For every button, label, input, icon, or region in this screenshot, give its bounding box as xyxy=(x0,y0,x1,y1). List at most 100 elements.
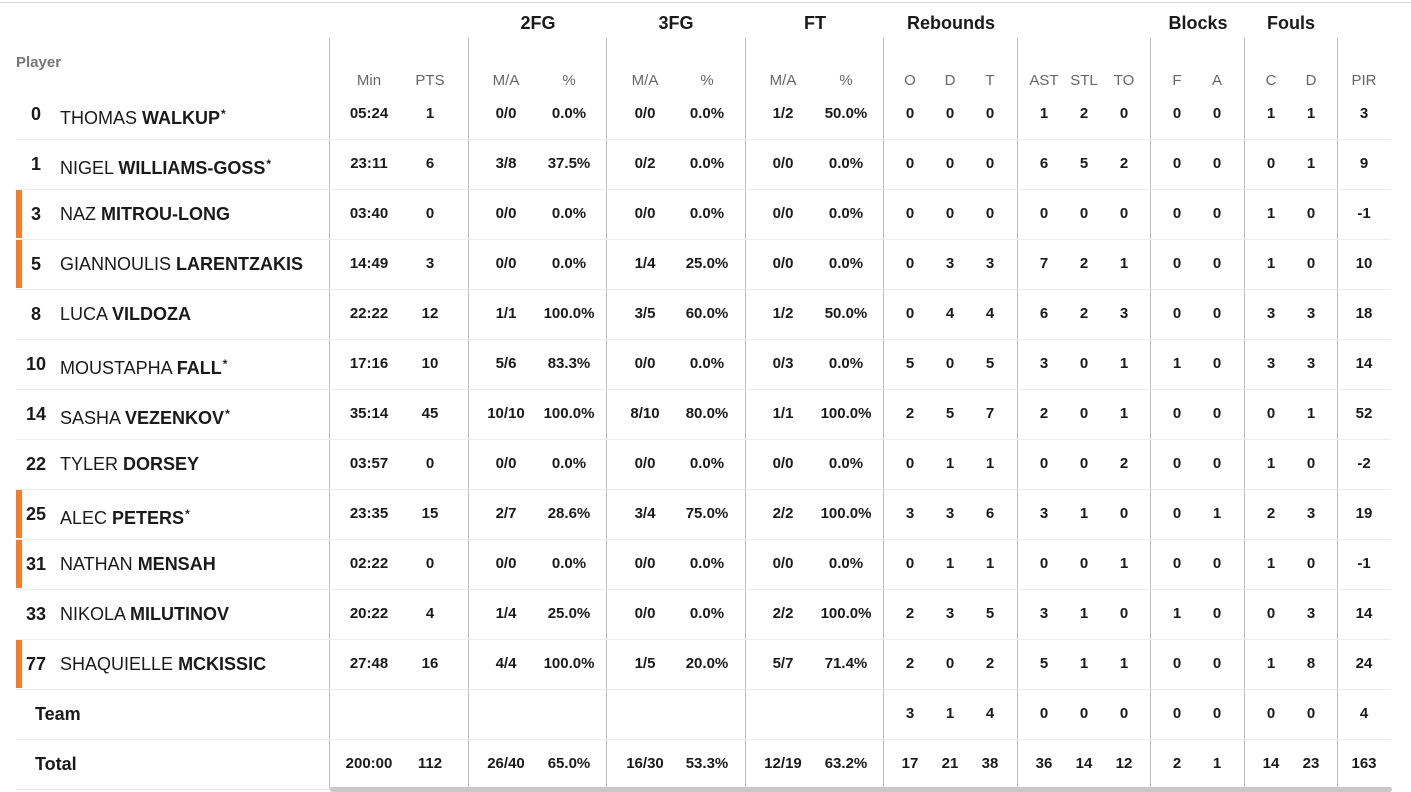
stat-ft-pct: 0.0% xyxy=(828,455,864,472)
stat-c: 14 xyxy=(1262,755,1280,772)
column-divider xyxy=(329,38,330,790)
stat-ast: 3 xyxy=(1039,355,1049,372)
stat-c: 0 xyxy=(1266,155,1276,172)
stat-c: 3 xyxy=(1266,305,1276,322)
stat-fg3-pct: 80.0% xyxy=(685,405,729,422)
stat-stl: 1 xyxy=(1079,655,1089,672)
stat-min: 20:22 xyxy=(349,605,389,622)
stat-fg3-ma: 0/0 xyxy=(634,605,656,622)
stat-fg2-pct: 0.0% xyxy=(551,105,587,122)
stat-min: 03:40 xyxy=(349,205,389,222)
stat-o: 2 xyxy=(905,655,915,672)
column-divider xyxy=(1017,38,1018,790)
player-number: 31 xyxy=(25,554,47,574)
stat-ft-pct: 100.0% xyxy=(820,405,872,422)
team-row: Team 3 1 4 0 0 0 0 0 0 0 4 xyxy=(16,689,1391,740)
stat-pts: 0 xyxy=(425,555,435,572)
stat-min: 22:22 xyxy=(349,305,389,322)
player-first-name: TYLER xyxy=(60,454,119,474)
player-number: 5 xyxy=(30,254,41,274)
player-last-name: WALKUP xyxy=(142,108,221,128)
stat-c: 1 xyxy=(1266,655,1276,672)
stat-t: 7 xyxy=(985,405,995,422)
stat-fd: 0 xyxy=(1306,205,1316,222)
player-name-link[interactable]: SHAQUIELLE MCKISSIC xyxy=(60,639,266,689)
stat-stl: 0 xyxy=(1079,455,1089,472)
player-name-link[interactable]: THOMAS WALKUP* xyxy=(60,89,226,139)
stat-to: 0 xyxy=(1119,105,1129,122)
stat-fg2-ma: 26/40 xyxy=(487,755,525,772)
table-row[interactable]: 77 SHAQUIELLE MCKISSIC 27:48 16 4/4 100.0% 1/5… xyxy=(16,639,1391,690)
group-header-blocks: Blocks xyxy=(1168,13,1228,33)
horizontal-scrollbar[interactable] xyxy=(330,787,1392,792)
player-name-link[interactable]: NAZ MITROU-LONG xyxy=(60,189,230,239)
column-header-c: C xyxy=(1265,72,1277,89)
table-row[interactable]: 10 MOUSTAPHA FALL* 17:16 10 5/6 83.3% 0/0 0.0% 0… xyxy=(16,339,1391,390)
player-last-name: MILUTINOV xyxy=(130,604,230,624)
stat-a: 0 xyxy=(1212,555,1222,572)
stat-ast: 6 xyxy=(1039,155,1049,172)
stat-a: 0 xyxy=(1212,455,1222,472)
table-row[interactable]: 8 LUCA VILDOZA 22:22 12 1/1 100.0% 3/5 60.0% 1/2… xyxy=(16,289,1391,340)
stat-fg2-ma: 0/0 xyxy=(495,555,517,572)
stat-ft-ma: 0/0 xyxy=(772,255,794,272)
column-header-fd: D xyxy=(1305,72,1317,89)
stat-pts: 15 xyxy=(421,505,439,522)
stat-stl: 0 xyxy=(1079,555,1089,572)
table-row[interactable]: 5 GIANNOULIS LARENTZAKIS 14:49 3 0/0 0.0% 1/4 2… xyxy=(16,239,1391,290)
stat-c: 0 xyxy=(1266,405,1276,422)
stat-ast: 3 xyxy=(1039,605,1049,622)
player-first-name: THOMAS xyxy=(60,108,138,128)
table-row[interactable]: 0 THOMAS WALKUP* 05:24 1 0/0 0.0% 0/0 0.0% 1/2 50… xyxy=(16,89,1391,140)
column-header-ft-pct: % xyxy=(839,72,853,89)
player-last-name: MENSAH xyxy=(137,554,216,574)
player-name-link[interactable]: GIANNOULIS LARENTZAKIS xyxy=(60,239,303,289)
stat-fg3-ma: 0/2 xyxy=(634,155,656,172)
table-row[interactable]: 3 NAZ MITROU-LONG 03:40 0 0/0 0.0% 0/0 0.0% 0/0 0… xyxy=(16,189,1391,240)
stat-ast: 0 xyxy=(1039,455,1049,472)
stat-ft-ma: 1/2 xyxy=(772,105,794,122)
stat-o: 3 xyxy=(905,705,915,722)
stat-fg2-pct: 100.0% xyxy=(543,405,595,422)
player-name-link[interactable]: NATHAN MENSAH xyxy=(60,539,216,589)
player-first-name: LUCA xyxy=(60,304,108,324)
player-name-link[interactable]: MOUSTAPHA FALL* xyxy=(60,339,227,389)
stat-fd: 8 xyxy=(1306,655,1316,672)
table-row[interactable]: 14 SASHA VEZENKOV* 35:14 45 10/10 100.0% 8/10 8… xyxy=(16,389,1391,440)
player-name-link[interactable]: ALEC PETERS* xyxy=(60,489,190,539)
table-row[interactable]: 22 TYLER DORSEY 03:57 0 0/0 0.0% 0/0 0.0% 0/0 0.0… xyxy=(16,439,1391,490)
stat-a: 0 xyxy=(1212,205,1222,222)
stat-fg2-pct: 0.0% xyxy=(551,555,587,572)
stat-pir: 18 xyxy=(1355,305,1373,322)
player-name-link[interactable]: LUCA VILDOZA xyxy=(60,289,191,339)
player-name-link[interactable]: SASHA VEZENKOV* xyxy=(60,389,230,439)
stat-c: 1 xyxy=(1266,255,1276,272)
stat-to: 3 xyxy=(1119,305,1129,322)
stat-d: 0 xyxy=(945,155,955,172)
player-last-name: MCKISSIC xyxy=(178,654,267,674)
stat-fg3-pct: 25.0% xyxy=(685,255,729,272)
stat-f: 1 xyxy=(1172,605,1182,622)
stat-fg2-pct xyxy=(537,689,601,739)
player-name-link[interactable]: NIKOLA MILUTINOV xyxy=(60,589,229,639)
table-row[interactable]: 31 NATHAN MENSAH 02:22 0 0/0 0.0% 0/0 0.0% 0/0 0.… xyxy=(16,539,1391,590)
stat-fg3-ma: 16/30 xyxy=(626,755,664,772)
table-row[interactable]: 25 ALEC PETERS* 23:35 15 2/7 28.6% 3/4 75.0% 2/2… xyxy=(16,489,1391,540)
stat-ft-ma: 1/2 xyxy=(772,305,794,322)
stat-a: 1 xyxy=(1212,755,1222,772)
stat-stl: 0 xyxy=(1079,355,1089,372)
stat-f: 0 xyxy=(1172,705,1182,722)
stat-fg3-pct: 53.3% xyxy=(685,755,729,772)
table-row[interactable]: 33 NIKOLA MILUTINOV 20:22 4 1/4 25.0% 0/0 0.0% 2… xyxy=(16,589,1391,640)
player-number: 8 xyxy=(30,304,41,324)
table-row[interactable]: 1 NIGEL WILLIAMS-GOSS* 23:11 6 3/8 37.5% 0/2 0.… xyxy=(16,139,1391,190)
stat-ft-pct: 0.0% xyxy=(828,205,864,222)
player-name-link[interactable]: NIGEL WILLIAMS-GOSS* xyxy=(60,139,271,189)
group-header-ft: FT xyxy=(804,13,826,33)
column-header-pts: PTS xyxy=(415,72,445,89)
stat-t: 4 xyxy=(985,705,995,722)
player-name-link[interactable]: TYLER DORSEY xyxy=(60,439,199,489)
stat-c: 1 xyxy=(1266,205,1276,222)
stat-pts: 1 xyxy=(425,105,435,122)
